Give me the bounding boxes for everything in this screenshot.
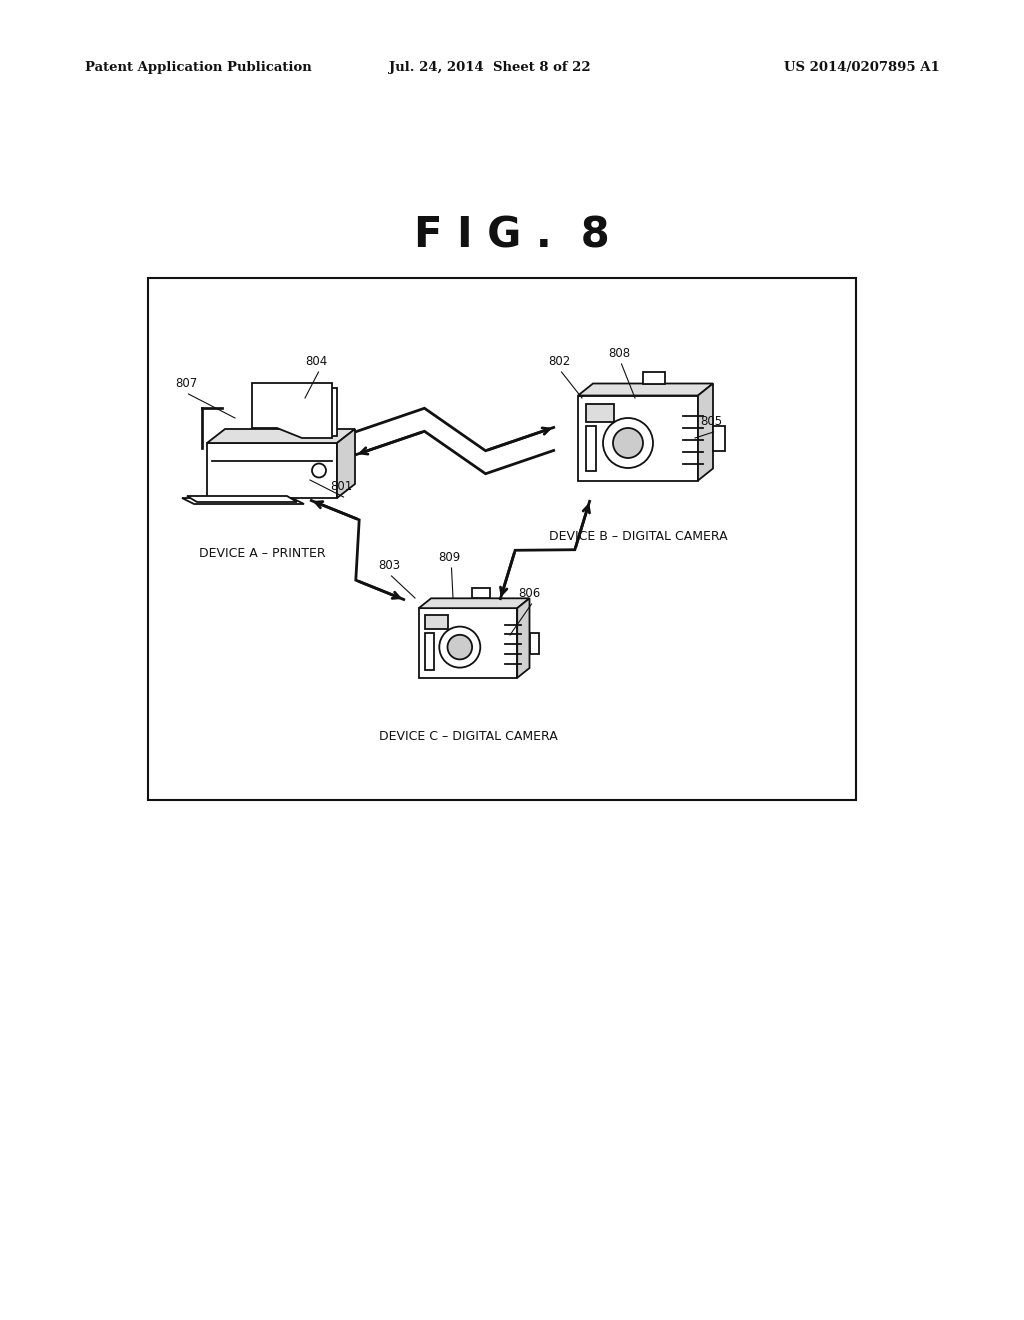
Polygon shape <box>252 383 332 438</box>
Circle shape <box>447 635 472 660</box>
Polygon shape <box>586 425 596 470</box>
Polygon shape <box>148 279 856 800</box>
Text: 808: 808 <box>608 347 630 360</box>
Polygon shape <box>207 429 355 444</box>
Polygon shape <box>578 384 713 396</box>
Circle shape <box>613 428 643 458</box>
Text: 806: 806 <box>518 587 541 601</box>
Text: 803: 803 <box>378 558 400 572</box>
Text: F I G .  8: F I G . 8 <box>414 214 610 256</box>
Polygon shape <box>425 632 433 669</box>
Text: US 2014/0207895 A1: US 2014/0207895 A1 <box>784 62 940 74</box>
Circle shape <box>439 627 480 668</box>
Polygon shape <box>419 598 529 609</box>
Text: 804: 804 <box>305 355 328 368</box>
Polygon shape <box>586 404 614 421</box>
Text: Jul. 24, 2014  Sheet 8 of 22: Jul. 24, 2014 Sheet 8 of 22 <box>389 62 591 74</box>
Text: 802: 802 <box>548 355 570 368</box>
Polygon shape <box>698 384 713 480</box>
Text: 809: 809 <box>438 550 460 564</box>
Polygon shape <box>529 634 540 653</box>
Polygon shape <box>187 496 297 502</box>
Polygon shape <box>643 371 665 384</box>
Polygon shape <box>472 589 490 598</box>
Polygon shape <box>419 609 517 678</box>
Text: DEVICE A – PRINTER: DEVICE A – PRINTER <box>199 546 326 560</box>
Polygon shape <box>713 426 725 451</box>
Polygon shape <box>517 598 529 678</box>
Polygon shape <box>207 444 337 498</box>
Circle shape <box>312 463 326 478</box>
Text: DEVICE B – DIGITAL CAMERA: DEVICE B – DIGITAL CAMERA <box>549 531 727 543</box>
Polygon shape <box>425 615 449 630</box>
Text: Patent Application Publication: Patent Application Publication <box>85 62 311 74</box>
Polygon shape <box>578 396 698 480</box>
Circle shape <box>603 418 653 469</box>
Polygon shape <box>182 498 304 504</box>
Text: 801: 801 <box>330 480 352 492</box>
Polygon shape <box>337 429 355 498</box>
Text: 807: 807 <box>175 378 198 389</box>
Text: 805: 805 <box>700 414 722 428</box>
Text: DEVICE C – DIGITAL CAMERA: DEVICE C – DIGITAL CAMERA <box>379 730 557 743</box>
Polygon shape <box>257 388 337 436</box>
